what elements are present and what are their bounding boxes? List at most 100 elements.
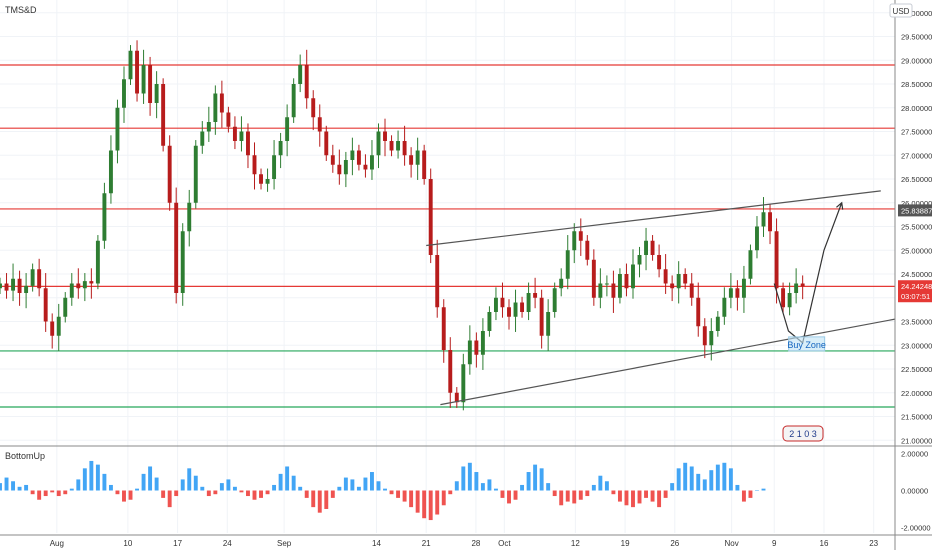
x-tick-label: 9 xyxy=(772,539,777,548)
y-tick-label: 26.50000 xyxy=(901,175,932,184)
x-tick-label: 12 xyxy=(571,539,580,548)
osc-bar-down xyxy=(50,490,55,493)
osc-bar-down xyxy=(259,490,263,498)
candle-body xyxy=(206,122,211,132)
x-tick-label: 26 xyxy=(670,539,679,548)
candle-body xyxy=(396,141,401,151)
osc-bar-up xyxy=(4,477,9,491)
osc-bar-down xyxy=(63,490,68,495)
trendline xyxy=(440,318,896,406)
candle-body xyxy=(422,150,427,179)
y-tick-label: 22.50000 xyxy=(901,365,932,374)
osc-bar-up xyxy=(200,486,205,491)
x-tick-label: 21 xyxy=(422,539,431,548)
osc-bar-up xyxy=(285,466,290,491)
y-tick-label: 25.00000 xyxy=(901,246,932,255)
buy-zone-label: Buy Zone xyxy=(787,340,826,350)
price-tag-upper xyxy=(898,204,932,217)
candle-body xyxy=(500,297,505,308)
osc-bar-down xyxy=(30,490,35,495)
osc-bar-up xyxy=(363,477,368,491)
candle-body xyxy=(552,288,557,312)
osc-y-tick-label: 0.00000 xyxy=(901,487,928,496)
y-tick-label: 25.50000 xyxy=(901,223,932,232)
candle-body xyxy=(4,283,9,291)
osc-bar-down xyxy=(624,490,629,506)
osc-bar-down xyxy=(122,490,126,502)
candle-body xyxy=(480,331,485,355)
osc-bar-up xyxy=(108,484,113,491)
candle-body xyxy=(467,340,472,365)
candle-body xyxy=(389,141,394,151)
x-tick-label: 16 xyxy=(820,539,829,548)
events-badge[interactable] xyxy=(782,425,824,442)
osc-bar-up xyxy=(370,472,374,491)
osc-bar-down xyxy=(741,490,746,502)
y-tick-label: 29.00000 xyxy=(901,56,932,65)
osc-bar-up xyxy=(487,479,492,491)
osc-bar-up xyxy=(76,479,81,491)
osc-bar-up xyxy=(187,468,192,491)
osc-bar-up xyxy=(343,477,348,491)
candle-body xyxy=(370,155,374,170)
osc-bar-down xyxy=(239,490,244,493)
candle-body xyxy=(761,212,766,227)
candle-body xyxy=(148,65,153,103)
osc-bar-up xyxy=(591,484,596,491)
osc-bar-down xyxy=(396,490,401,498)
osc-bar-down xyxy=(37,490,42,500)
osc-bar-down xyxy=(428,490,433,521)
candle-body xyxy=(11,278,16,291)
candle-body xyxy=(259,174,263,184)
candle-body xyxy=(317,117,322,132)
candle-body xyxy=(213,93,218,122)
osc-bar-up xyxy=(533,464,538,491)
osc-bar-down xyxy=(507,490,511,504)
candle-body xyxy=(689,283,694,298)
osc-bar-down xyxy=(748,490,753,498)
candle-body xyxy=(650,240,655,255)
candle-body xyxy=(722,297,727,317)
osc-bar-up xyxy=(467,462,472,491)
osc-bar-up xyxy=(89,460,94,491)
candle-body xyxy=(696,297,701,327)
candle-body xyxy=(265,179,270,184)
candle-body xyxy=(43,288,48,322)
osc-bar-up xyxy=(461,466,466,491)
candle-body xyxy=(0,283,2,289)
candle-body xyxy=(644,240,649,255)
y-tick-label: 23.50000 xyxy=(901,318,932,327)
currency-badge[interactable] xyxy=(889,3,913,18)
osc-bar-down xyxy=(617,490,622,502)
osc-bar-down xyxy=(435,490,440,515)
candle-body xyxy=(95,240,100,284)
candle-body xyxy=(343,160,348,175)
osc-bar-down xyxy=(317,490,322,513)
drawings-layer[interactable] xyxy=(426,190,896,406)
osc-bar-up xyxy=(291,475,296,491)
candle-body xyxy=(715,316,720,331)
candle-body xyxy=(487,312,492,331)
candle-body xyxy=(108,150,113,194)
candle-body xyxy=(246,131,250,156)
osc-bar-down xyxy=(402,490,407,502)
x-tick-label: Aug xyxy=(50,539,64,548)
candle-body xyxy=(448,350,453,393)
candle-body xyxy=(232,126,237,141)
osc-bar-up xyxy=(298,486,303,491)
candle-body xyxy=(135,50,139,94)
candle-body xyxy=(533,293,538,298)
osc-bar-down xyxy=(657,490,662,508)
x-tick-label: Sep xyxy=(277,539,292,548)
osc-y-tick-label: 2.00000 xyxy=(901,450,928,459)
candle-body xyxy=(102,193,107,241)
osc-bar-up xyxy=(689,466,694,491)
candle-body xyxy=(226,112,231,127)
candle-body xyxy=(37,269,42,289)
osc-bar-up xyxy=(761,488,766,491)
osc-bar-up xyxy=(278,473,283,491)
candle-body xyxy=(428,179,433,255)
osc-bar-down xyxy=(611,490,616,495)
